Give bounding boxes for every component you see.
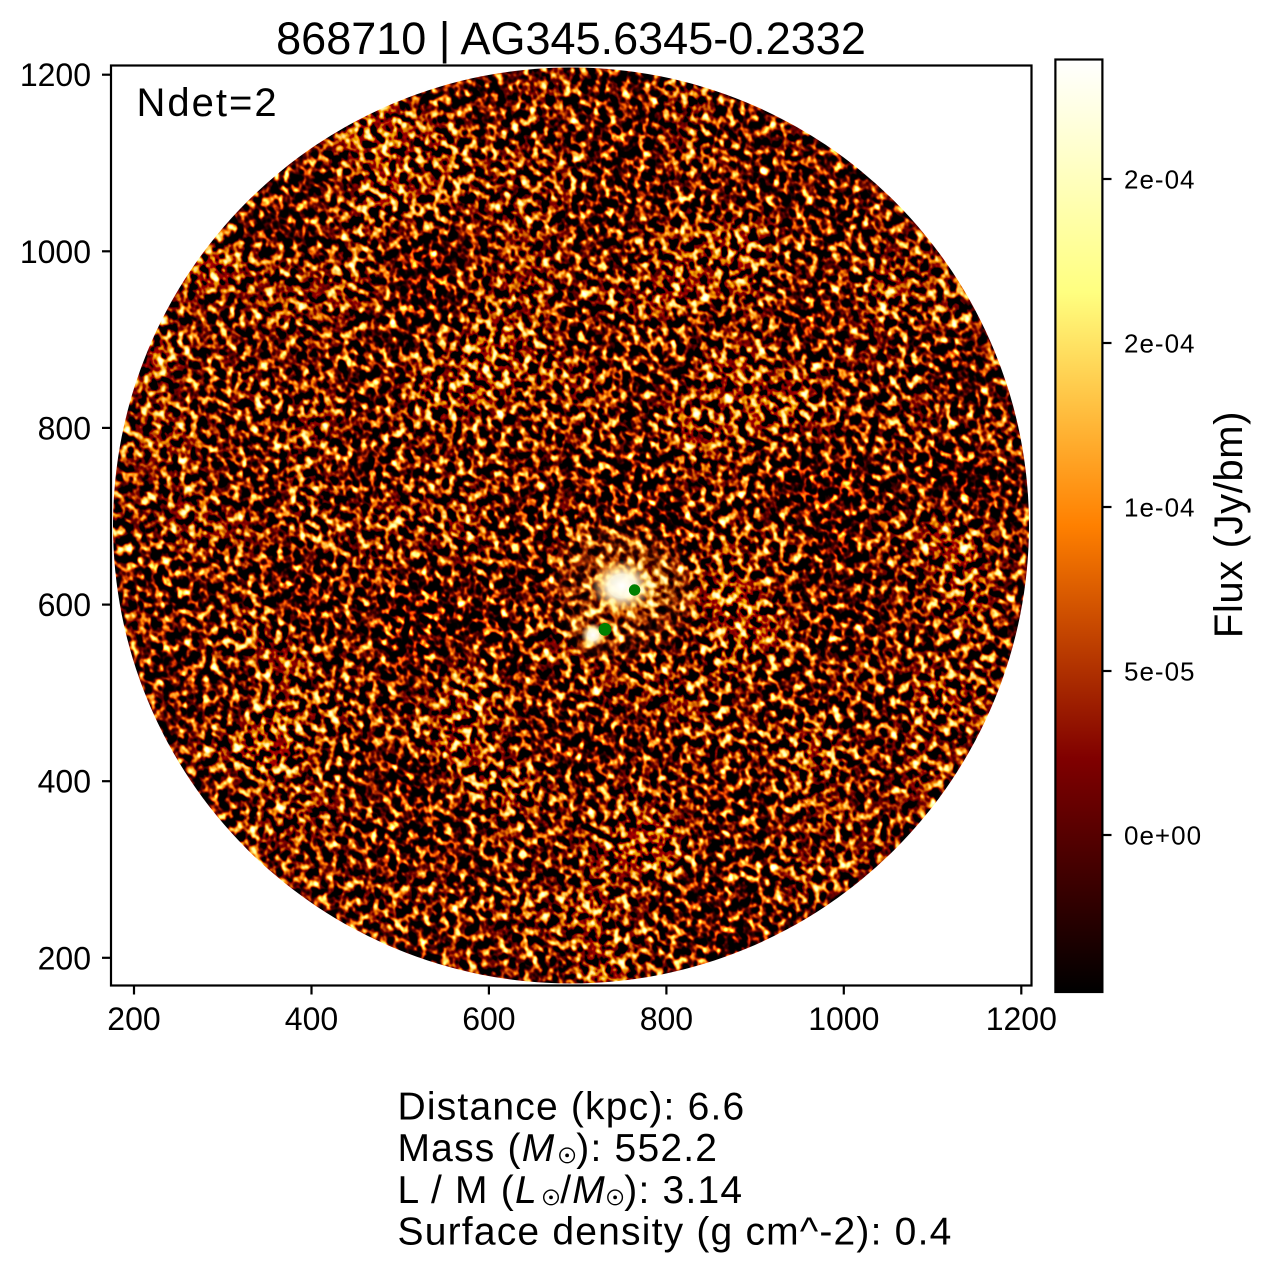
- svg-text:400: 400: [285, 1001, 338, 1037]
- svg-text:0e+00: 0e+00: [1124, 821, 1202, 851]
- svg-text:2e-04: 2e-04: [1124, 165, 1196, 195]
- svg-text:400: 400: [38, 764, 91, 800]
- svg-text:200: 200: [107, 1001, 160, 1037]
- svg-text:600: 600: [462, 1001, 515, 1037]
- svg-text:Ndet=2: Ndet=2: [137, 81, 279, 125]
- svg-text:Flux (Jy/bm): Flux (Jy/bm): [1207, 411, 1251, 638]
- svg-text:800: 800: [38, 410, 91, 446]
- svg-text:Mass (M: Mass (M: [398, 1127, 556, 1170]
- svg-text:200: 200: [38, 940, 91, 976]
- svg-text:): 552.2: ): 552.2: [576, 1127, 718, 1170]
- svg-text:1200: 1200: [20, 57, 91, 93]
- svg-text:800: 800: [640, 1001, 693, 1037]
- svg-text:1000: 1000: [808, 1001, 879, 1037]
- svg-text:1200: 1200: [986, 1001, 1057, 1037]
- svg-text:1000: 1000: [20, 234, 91, 270]
- svg-text:Surface density (g cm^-2): 0.4: Surface density (g cm^-2): 0.4: [398, 1210, 953, 1253]
- svg-text:): 3.14: ): 3.14: [624, 1169, 743, 1212]
- svg-text:868710 | AG345.6345-0.2332: 868710 | AG345.6345-0.2332: [276, 13, 866, 64]
- svg-text:1e-04: 1e-04: [1124, 493, 1196, 523]
- svg-text:2e-04: 2e-04: [1124, 329, 1196, 359]
- svg-text:600: 600: [38, 587, 91, 623]
- svg-text:5e-05: 5e-05: [1124, 657, 1196, 687]
- svg-text:/M: /M: [560, 1169, 606, 1212]
- svg-text:L / M (L: L / M (L: [398, 1169, 538, 1212]
- svg-text:Distance (kpc): 6.6: Distance (kpc): 6.6: [398, 1086, 746, 1129]
